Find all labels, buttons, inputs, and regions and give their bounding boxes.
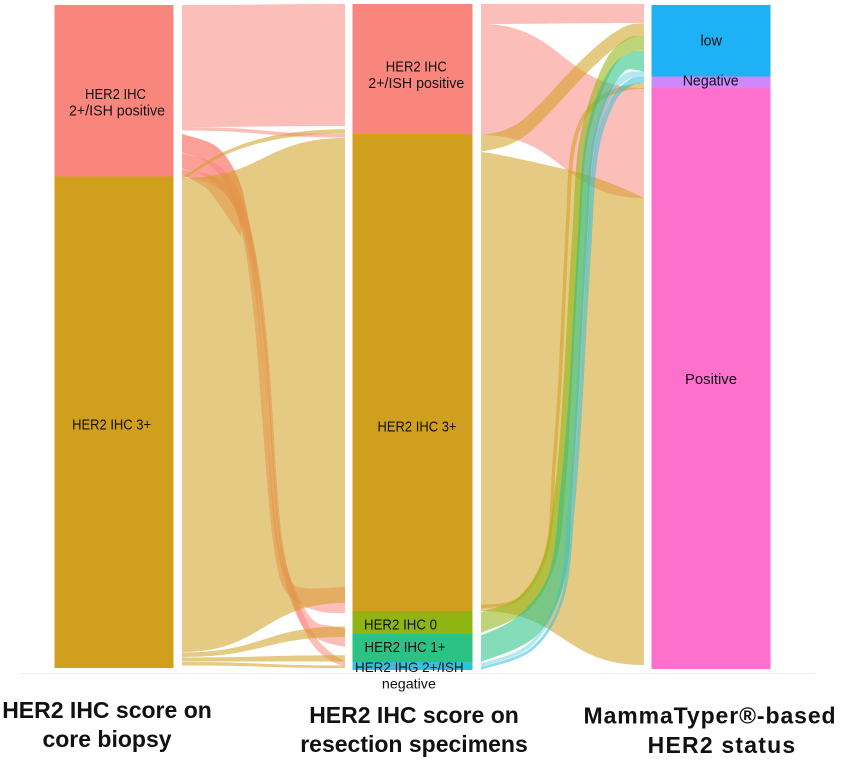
svg-text:HER2 IHC: HER2 IHC [386,58,447,75]
svg-text:HER2 IHC 3+: HER2 IHC 3+ [378,419,457,436]
svg-text:low: low [700,32,722,49]
svg-text:negative: negative [382,676,436,692]
svg-text:2+/ISH positive: 2+/ISH positive [368,75,464,92]
svg-text:resection specimens: resection specimens [300,731,528,757]
svg-text:Negative: Negative [683,73,739,90]
svg-text:Positive: Positive [685,371,737,388]
svg-text:HER2 IHG 2+/ISH: HER2 IHG 2+/ISH [355,659,464,675]
svg-text:HER2 status: HER2 status [648,732,797,758]
svg-text:HER2 IHC score on: HER2 IHC score on [309,702,519,728]
svg-text:HER2 IHC 1+: HER2 IHC 1+ [365,639,446,656]
svg-text:MammaTyper®-based: MammaTyper®-based [584,703,837,729]
svg-text:HER2 IHC score on: HER2 IHC score on [2,697,212,723]
svg-text:HER2 IHC 0: HER2 IHC 0 [364,617,437,634]
svg-text:2+/ISH positive: 2+/ISH positive [69,103,165,120]
svg-text:HER2 IHC 3+: HER2 IHC 3+ [72,416,151,433]
svg-text:HER2 IHC: HER2 IHC [85,86,146,103]
svg-text:core biopsy: core biopsy [42,726,171,752]
